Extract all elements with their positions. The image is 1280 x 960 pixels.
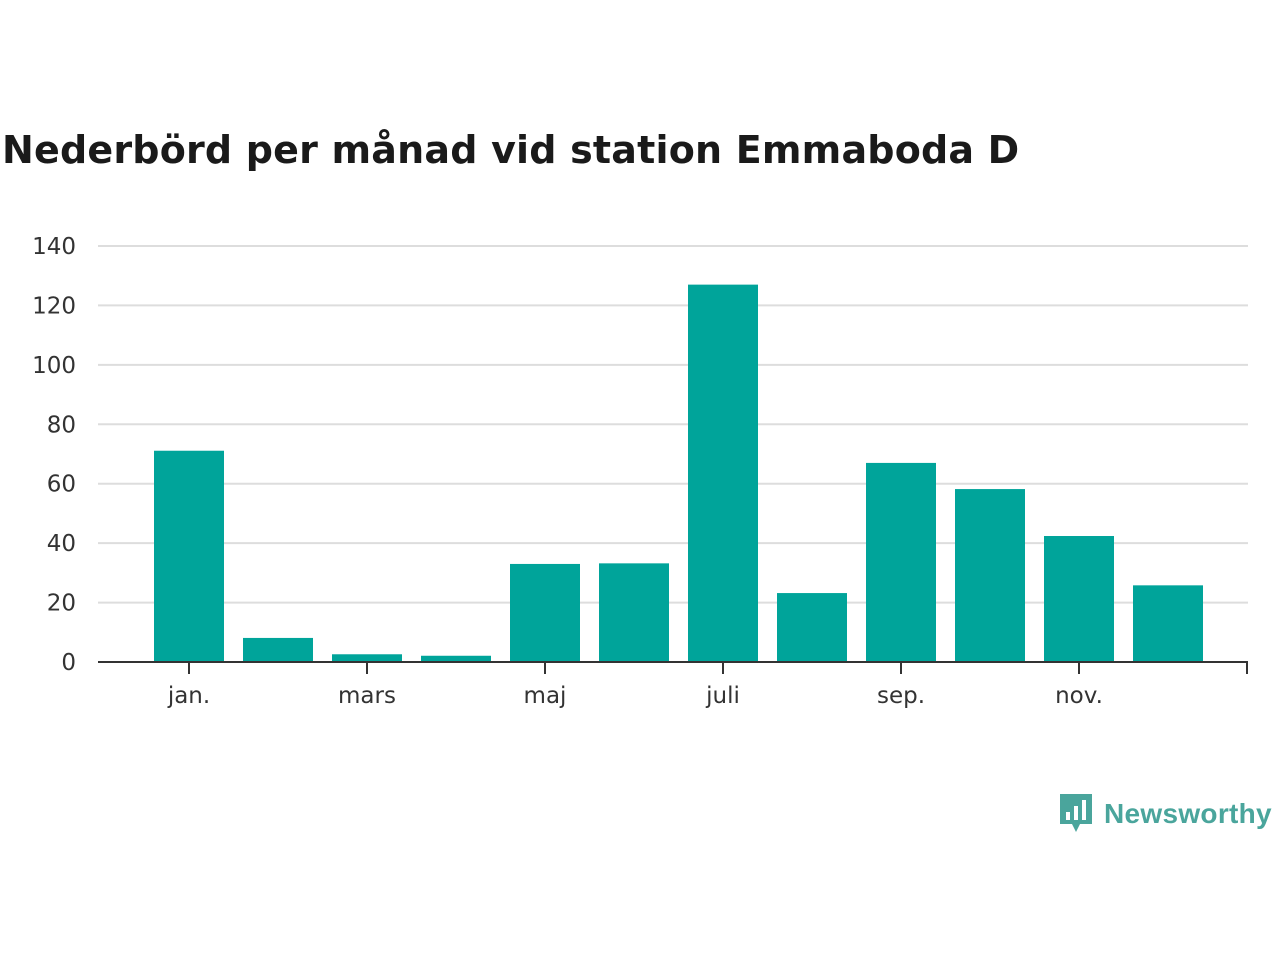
bar-mars [332, 654, 402, 662]
y-tick-label: 80 [47, 412, 76, 438]
bar-jan [154, 450, 224, 662]
x-tick-label: juli [705, 683, 740, 709]
x-tick-label: sep. [877, 683, 925, 709]
bar-dec [1133, 585, 1203, 662]
chart-title: Nederbörd per månad vid station Emmaboda… [2, 128, 1020, 172]
brand-name: Newsworthy [1104, 798, 1272, 829]
x-tick-label: maj [524, 683, 567, 709]
bar-sep [866, 462, 936, 662]
bar-juni [599, 563, 669, 662]
y-tick-label: 0 [61, 650, 76, 676]
newsworthy-logo-icon [1060, 794, 1092, 832]
bar-nov [1044, 536, 1114, 662]
y-tick-label: 60 [47, 472, 76, 498]
newsworthy-brand: Newsworthy [1058, 792, 1272, 836]
x-tick-label: mars [338, 683, 396, 709]
bar-okt [955, 489, 1025, 662]
x-axis [98, 661, 1248, 674]
bar-juli [688, 284, 758, 662]
y-tick-label: 40 [47, 531, 76, 557]
x-tick-label: jan. [167, 683, 210, 709]
grid-lines [98, 245, 1248, 604]
y-axis-ticks: 0 20 40 60 80 100 120 140 [32, 234, 76, 676]
y-tick-label: 140 [32, 234, 76, 260]
bar-maj [510, 563, 580, 662]
y-tick-label: 20 [47, 591, 76, 617]
x-axis-ticks: jan. mars maj juli sep. nov. [167, 662, 1103, 709]
y-tick-label: 100 [32, 353, 76, 379]
x-tick-label: nov. [1055, 683, 1103, 709]
y-tick-label: 120 [32, 293, 76, 319]
bar-aug [777, 593, 847, 662]
bar-feb [243, 637, 313, 662]
bar-apr [421, 655, 491, 662]
bars [154, 284, 1203, 662]
